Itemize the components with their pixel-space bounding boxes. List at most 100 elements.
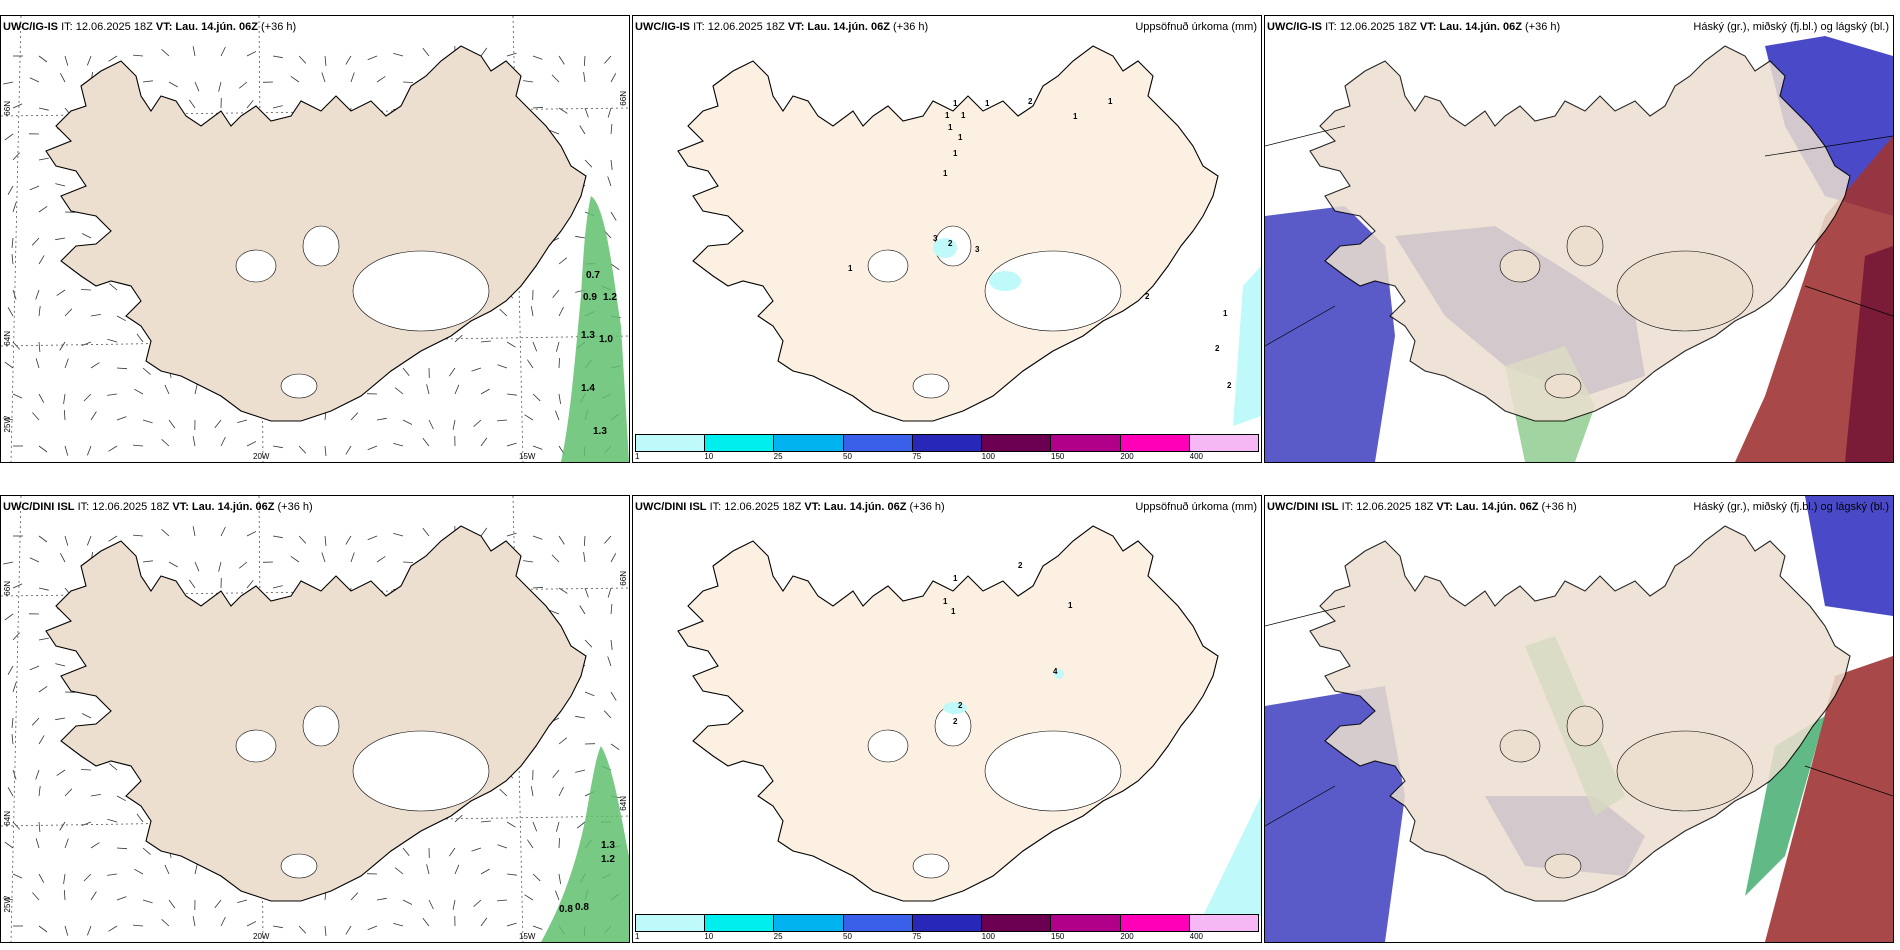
legend-swatch [1188,914,1259,932]
wind-barb [38,735,45,745]
wind-barb [220,916,226,927]
wind-barb [11,254,14,265]
wind-barb [56,289,66,296]
wind-barb [604,55,612,64]
wind-barb [524,894,534,901]
wind-barb [558,737,568,745]
wind-barb [38,157,49,161]
wind-barb [290,555,300,563]
wind-barb [454,814,463,823]
wind-barb [551,74,560,83]
wind-barb [246,99,254,109]
wind-barb [272,925,283,929]
legend-swatch [773,434,843,452]
wind-barb [7,665,14,675]
wind-barb [473,899,482,907]
wind-barb [506,393,517,396]
legend-tick: 50 [843,932,852,941]
wind-barb [575,715,586,719]
legend-swatch [635,914,705,932]
wind-barb [161,49,170,57]
glaciers [235,225,490,399]
precip-value: 1 [1073,112,1078,121]
wind-barb [168,561,178,568]
wind-barb [506,442,517,447]
wind-barb [499,308,508,317]
wind-label: 0.7 [586,270,600,281]
legend-tick: 150 [1051,932,1065,941]
wind-barb [31,717,40,726]
wind-barb [558,837,560,849]
wind-barb [11,237,14,248]
light-precip-area [1203,796,1261,916]
graticule [1265,125,1893,347]
wind-barb [107,338,118,343]
lat-label: 64N [619,796,628,811]
wind-barb [298,55,307,64]
light-precip-area [933,238,957,258]
wind-barb [367,445,378,451]
wind-barb [583,72,586,83]
wind-barb [164,864,170,875]
wind-barb [575,769,586,773]
precip-value: 1 [1068,601,1073,610]
wind-barb [527,839,534,849]
wind-barb [35,838,40,849]
wind-barb [12,393,23,399]
wind-barb [552,289,560,299]
wind-barb [496,419,508,422]
wind-barb [496,899,508,902]
wind-barb [38,393,45,403]
glaciers [867,225,1122,399]
panel-title: Uppsöfnuð úrkoma (mm) [1135,21,1257,33]
legend-tick: 75 [912,932,922,941]
wind-barb [558,257,568,265]
wind-barb [38,873,45,883]
precip-value: 1 [943,597,948,606]
precip-value: 1 [951,607,956,616]
wind-barb [12,341,20,350]
wind-barb [142,419,153,424]
wind-barb [116,896,127,901]
wind-barb [497,364,508,369]
wind-barb [246,531,257,537]
wind-barb [218,561,222,572]
wind-barb [610,743,620,751]
wind-barb [350,412,359,421]
wind-barb [29,185,40,191]
wind-barb [610,639,613,650]
wind-barb [107,818,118,823]
light-precip-area [1054,669,1064,679]
wind-barb [610,159,613,170]
wind-barb [497,844,508,849]
precip-value: 3 [975,245,980,254]
wind-barb [610,263,620,271]
legend-swatch [1119,434,1189,452]
wind-label: 1.4 [581,383,595,394]
wind-barb [192,526,196,537]
wind-barb [532,445,543,450]
wind-barb [345,925,352,935]
wind-barb [324,55,327,66]
wind-barb [12,821,20,830]
wind-barb [402,367,410,377]
wind-barb [168,899,176,909]
wind-barb [272,445,283,449]
wind-barb [290,75,300,83]
wind-label: 0.8 [575,902,589,913]
wind-barb [29,77,40,83]
wind-barb [55,717,66,721]
precip-value: 1 [1108,97,1113,106]
light-precip-area [989,271,1021,291]
precip-value: 2 [958,701,963,710]
wind-barb [506,821,516,828]
wind-barb [324,925,327,936]
mid-cloud-area [1745,716,1825,896]
wind-barb [29,557,40,563]
panel-cloud-igis: UWC/IG-IS IT: 12.06.2025 18Z VT: Lau. 14… [1264,15,1894,463]
wind-barb [38,535,48,543]
wind-barb [220,436,226,447]
glaciers [235,705,490,879]
wind-barb [3,561,14,565]
